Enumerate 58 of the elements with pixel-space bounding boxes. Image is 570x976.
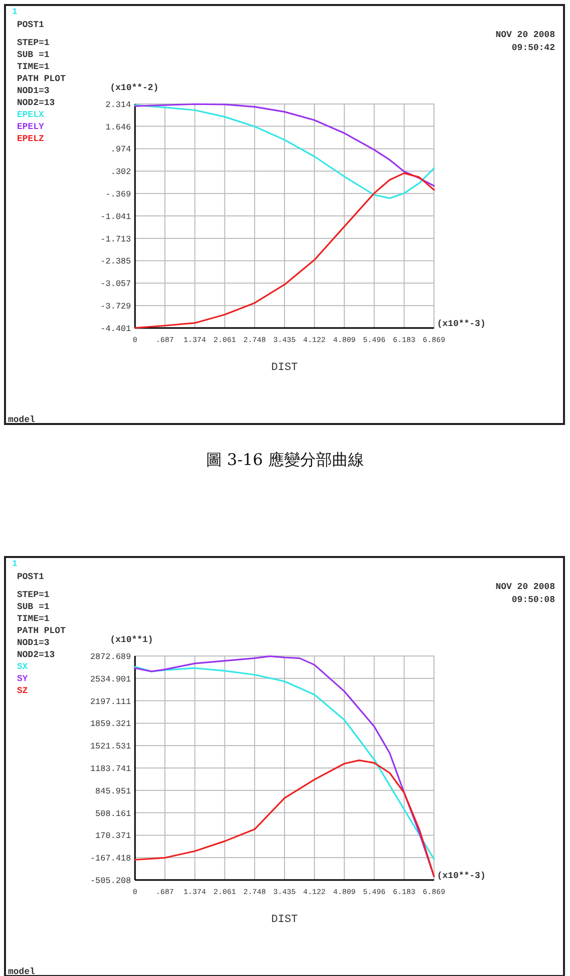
y-tick-label: .974 bbox=[110, 144, 131, 155]
text: NOD1=3 bbox=[17, 638, 50, 648]
text: (x10**-2) bbox=[110, 83, 159, 93]
text: TIME=1 bbox=[17, 62, 50, 72]
text: PATH PLOT bbox=[17, 626, 66, 636]
text: STEP=1 bbox=[17, 38, 50, 48]
text: NOD2=13 bbox=[17, 650, 55, 660]
text: NOV 20 2008 bbox=[496, 582, 555, 592]
y-tick-label: -2.385 bbox=[100, 256, 131, 267]
y-tick-label: 2534.901 bbox=[90, 674, 131, 684]
text: SY bbox=[17, 674, 28, 684]
text: SX bbox=[17, 662, 28, 672]
text: NOD2=13 bbox=[17, 98, 55, 108]
text: model bbox=[8, 967, 36, 976]
y-tick-label: 2872.689 bbox=[90, 652, 131, 662]
text: POST1 bbox=[17, 20, 45, 30]
text: 1 bbox=[12, 559, 18, 569]
y-tick-label: 170.371 bbox=[95, 831, 131, 842]
text: 09:50:42 bbox=[512, 43, 555, 53]
caption: 圖 3-16 應變分部曲線 bbox=[206, 450, 364, 469]
y-tick-label: -.369 bbox=[105, 190, 131, 200]
text: NOD1=3 bbox=[17, 86, 50, 96]
y-tick-label: -505.208 bbox=[90, 876, 131, 886]
line-series bbox=[134, 759, 435, 878]
y-tick-label: 508.161 bbox=[95, 808, 131, 819]
text: model bbox=[8, 415, 36, 425]
y-tick-label: -3.057 bbox=[100, 279, 131, 290]
y-tick-label: .302 bbox=[110, 167, 131, 178]
text: (x10**1) bbox=[110, 635, 154, 645]
y-tick-label: 1183.741 bbox=[90, 764, 131, 774]
text: (x10**-3) bbox=[437, 319, 486, 329]
y-tick-label: 1.646 bbox=[105, 122, 131, 132]
y-tick-label: 845.951 bbox=[95, 786, 131, 796]
y-tick-label: 2197.111 bbox=[90, 696, 131, 707]
text: SUB =1 bbox=[17, 50, 50, 60]
y-tick-label: -1.713 bbox=[100, 234, 131, 244]
text: SZ bbox=[17, 686, 28, 696]
y-tick-label: -1.041 bbox=[100, 212, 131, 222]
x-axis-title: DIST bbox=[271, 914, 298, 926]
y-tick-label: -167.418 bbox=[90, 854, 131, 864]
text: POST1 bbox=[17, 572, 45, 582]
text: EPELX bbox=[17, 110, 45, 120]
text: EPELY bbox=[17, 122, 45, 132]
x-axis-title: DIST bbox=[271, 362, 298, 374]
text: EPELZ bbox=[17, 134, 44, 144]
text: 09:50:08 bbox=[512, 595, 555, 605]
text: (x10**-3) bbox=[437, 871, 486, 881]
y-tick-label: 1859.321 bbox=[90, 719, 131, 730]
text: 1 bbox=[12, 7, 18, 17]
text: SUB =1 bbox=[17, 602, 50, 612]
y-tick-label: 2.314 bbox=[105, 100, 131, 110]
y-tick-label: -3.729 bbox=[100, 302, 131, 312]
y-tick-label: 1521.531 bbox=[90, 742, 131, 752]
y-tick-label: -4.401 bbox=[100, 324, 131, 334]
text: NOV 20 2008 bbox=[496, 30, 555, 40]
text: TIME=1 bbox=[17, 614, 50, 624]
text: PATH PLOT bbox=[17, 74, 66, 84]
text: STEP=1 bbox=[17, 590, 50, 600]
